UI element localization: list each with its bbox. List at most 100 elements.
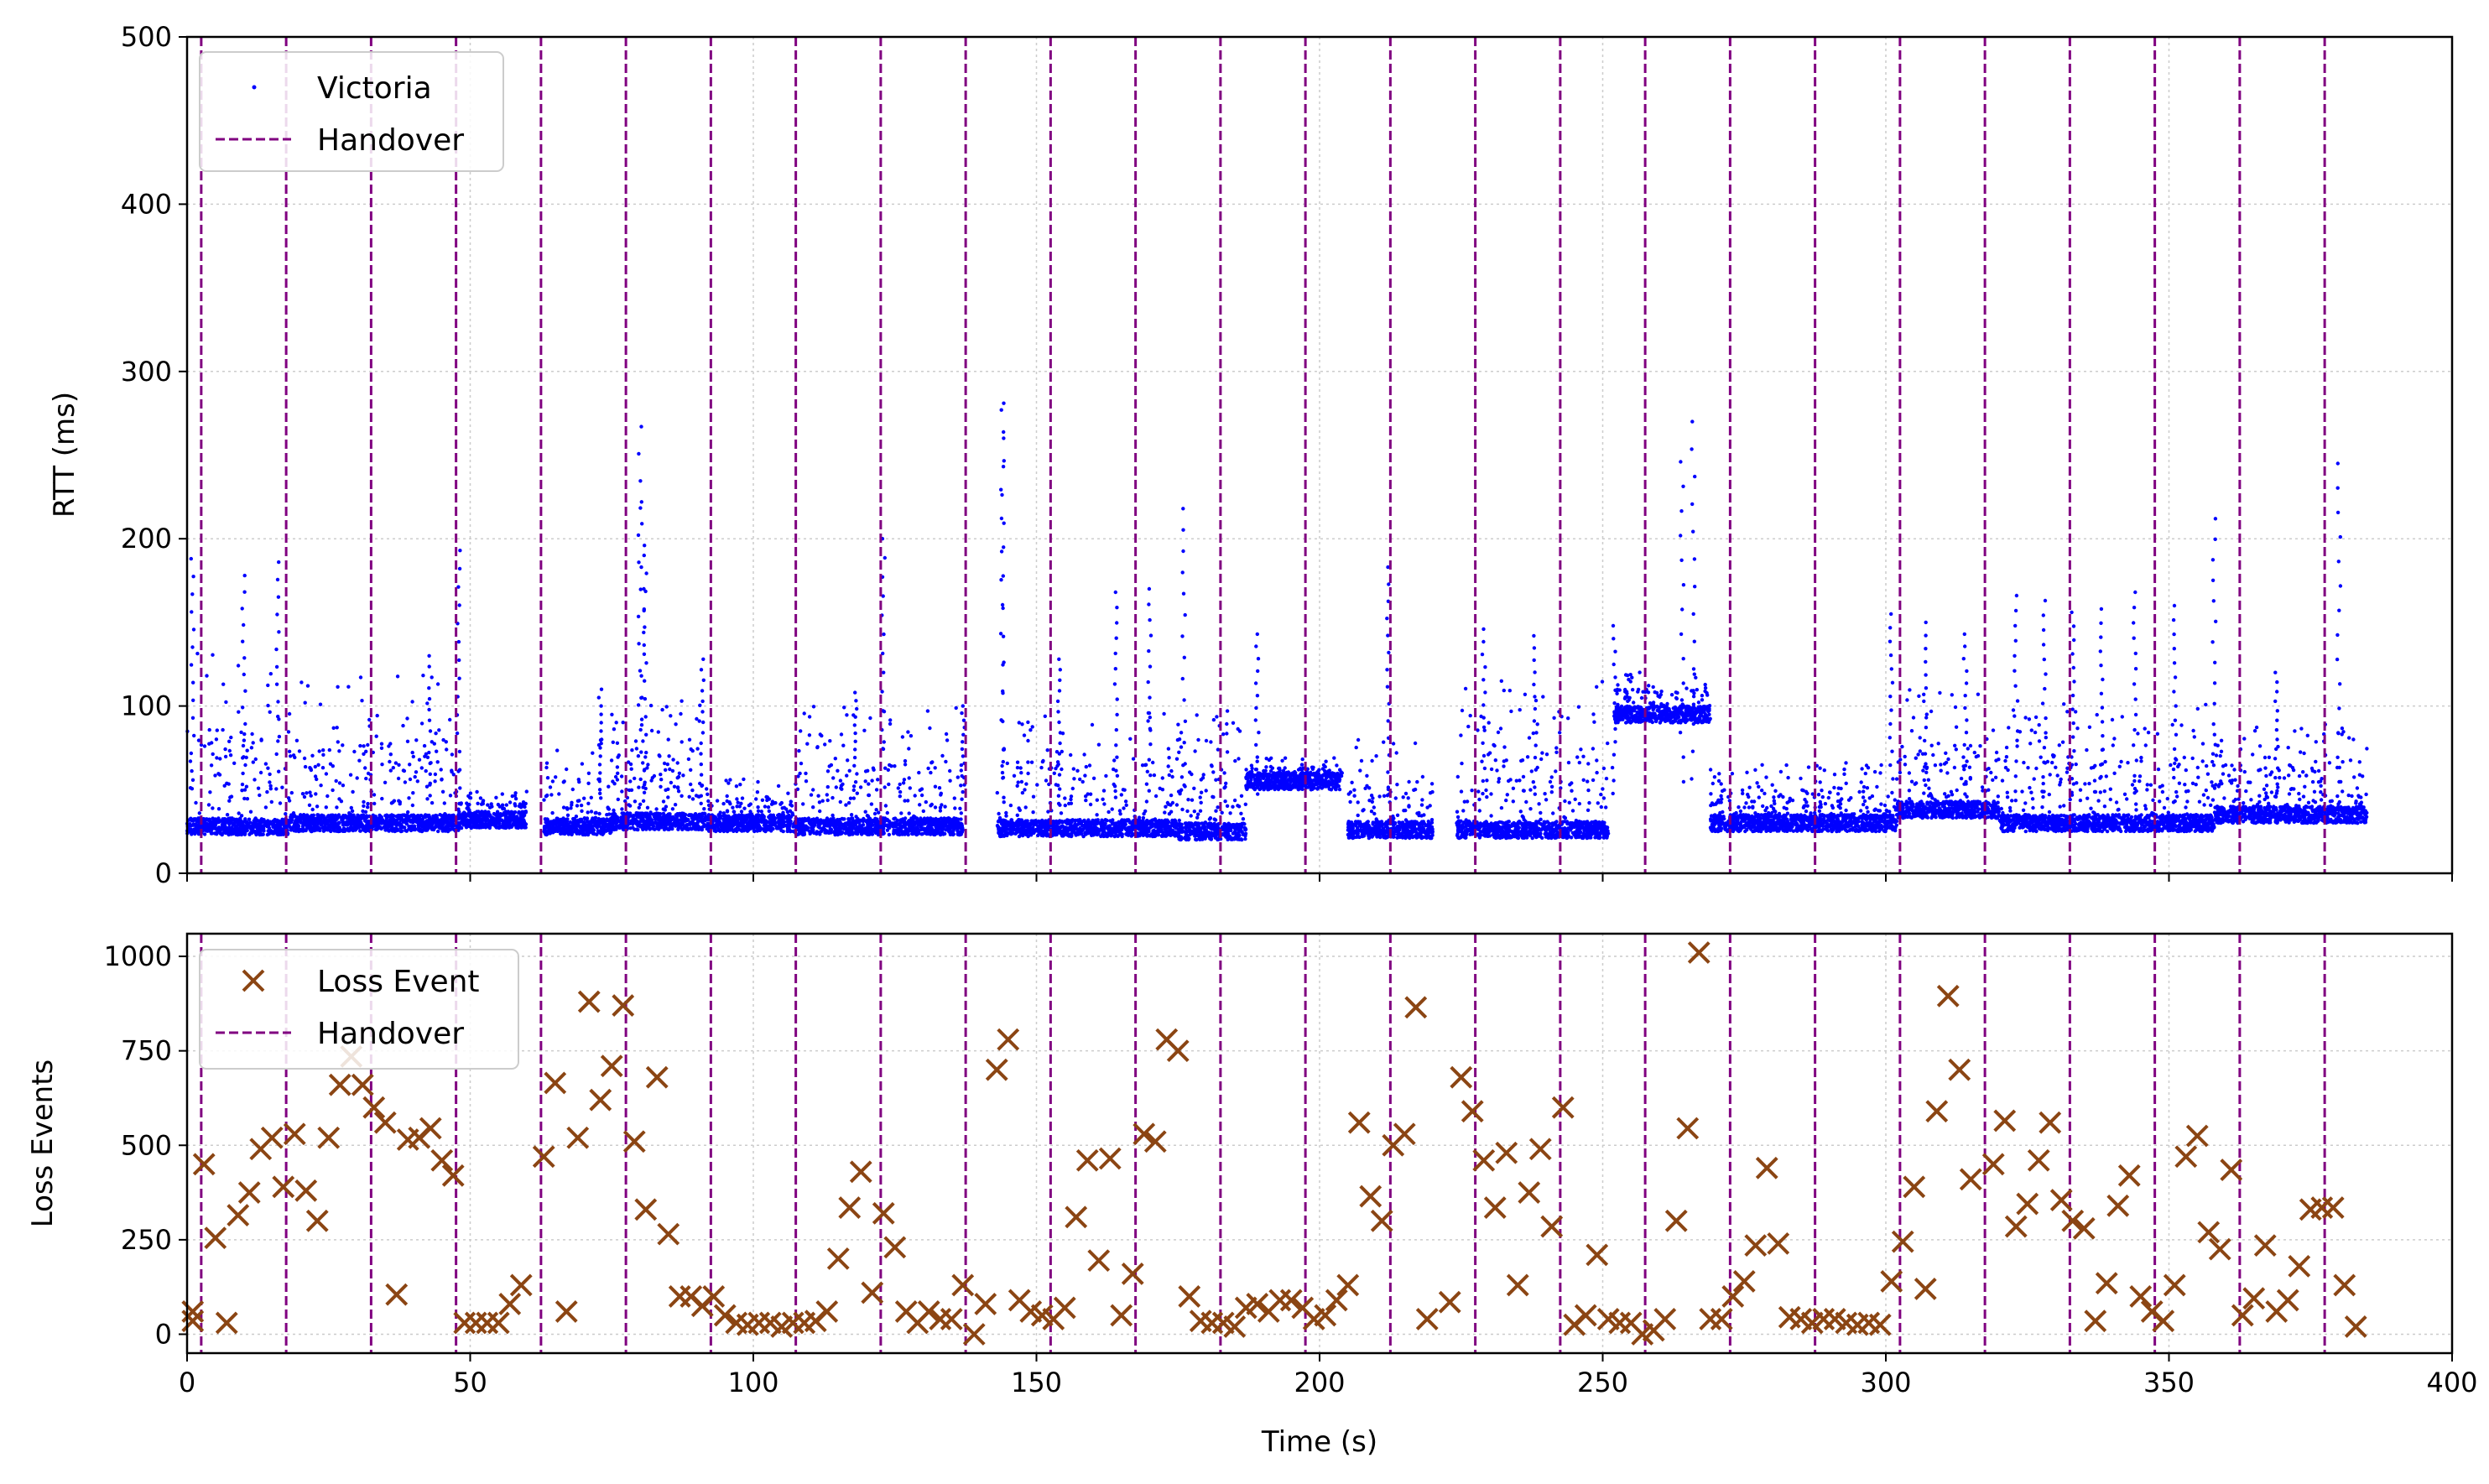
rtt-point [405, 739, 410, 743]
rtt-point [669, 825, 674, 830]
rtt-point [801, 825, 806, 830]
rtt-point [317, 749, 321, 753]
rtt-point [934, 824, 939, 828]
rtt-point [642, 820, 646, 825]
rtt-point [735, 829, 739, 834]
rtt-point [225, 781, 229, 785]
rtt-point [813, 823, 817, 827]
rtt-point [424, 768, 428, 773]
rtt-point [369, 825, 374, 830]
rtt-point [441, 737, 445, 742]
rtt-point [896, 832, 900, 836]
rtt-point [658, 820, 662, 824]
rtt-point [561, 780, 565, 784]
rtt-point [347, 827, 351, 832]
rtt-point [249, 746, 254, 750]
rtt-point [841, 743, 846, 747]
rtt-point [192, 822, 196, 827]
rtt-point [251, 741, 255, 745]
rtt-point [216, 829, 220, 834]
rtt-point [816, 794, 820, 798]
rtt-point [404, 814, 409, 818]
rtt-point [236, 821, 240, 825]
rtt-point [341, 784, 346, 788]
rtt-point [411, 813, 415, 817]
rtt-point [659, 778, 664, 782]
rtt-point [244, 755, 248, 760]
rtt-point [268, 672, 273, 676]
rtt-point [790, 813, 795, 817]
rtt-point [204, 825, 208, 830]
rtt-point [687, 737, 692, 742]
rtt-point [756, 809, 761, 813]
rtt-point [893, 816, 898, 820]
rtt-point [320, 825, 325, 831]
rtt-point [565, 821, 569, 826]
rtt-point [364, 776, 368, 781]
rtt-point [825, 817, 830, 821]
rtt-point [751, 815, 755, 819]
rtt-point [648, 812, 653, 816]
rtt-point [404, 828, 408, 833]
rtt-point [318, 702, 323, 706]
rtt-point [237, 710, 241, 714]
rtt-point [645, 805, 650, 810]
rtt-point [1044, 778, 1049, 783]
rtt-point [277, 825, 281, 830]
rtt-point [561, 805, 566, 810]
rtt-point [648, 827, 652, 831]
rtt-point [337, 749, 341, 753]
rtt-point [258, 832, 262, 837]
rtt-point [501, 806, 505, 811]
rtt-point [1075, 768, 1080, 773]
rtt-point [690, 814, 695, 819]
rtt-point [742, 777, 746, 782]
rtt-point [325, 794, 330, 799]
rtt-point [545, 817, 549, 821]
rtt-point [637, 820, 641, 825]
rtt-point [607, 807, 612, 811]
rtt-point [218, 757, 222, 761]
rtt-point [502, 824, 507, 829]
rtt-point [901, 781, 906, 785]
rtt-point [223, 747, 227, 752]
rtt-point [224, 700, 228, 705]
rtt-point [633, 776, 637, 781]
rtt-point [682, 819, 687, 823]
rtt-point [440, 815, 445, 819]
rtt-point [269, 799, 273, 804]
rtt-point [1090, 722, 1095, 727]
rtt-point [227, 799, 232, 803]
rtt-point [362, 752, 366, 756]
rtt-point [362, 804, 366, 808]
rtt-point [1020, 722, 1024, 726]
rtt-point [620, 789, 624, 794]
rtt-point [1173, 818, 1177, 822]
rtt-point [765, 820, 769, 825]
rtt-point [959, 784, 963, 788]
rtt-point [925, 709, 930, 713]
rtt-point [1009, 818, 1013, 822]
rtt-point [681, 773, 685, 778]
rtt-point [680, 811, 685, 815]
rtt-point [868, 716, 872, 721]
rtt-point [215, 728, 219, 732]
rtt-point [1124, 803, 1128, 807]
rtt-point [621, 721, 625, 725]
rtt-point [836, 829, 840, 833]
rtt-point [406, 810, 410, 815]
rtt-point [190, 819, 195, 823]
rtt-point [362, 799, 366, 804]
rtt-point [716, 824, 720, 828]
rtt-point [310, 829, 314, 834]
rtt-point [937, 820, 942, 825]
rtt-point [1028, 728, 1033, 732]
rtt-point [686, 813, 691, 818]
rtt-point [670, 807, 675, 811]
rtt-point [215, 756, 219, 760]
rtt-point [389, 823, 394, 828]
rtt-point [907, 776, 911, 780]
rtt-point [245, 825, 249, 830]
rtt-point [194, 818, 198, 823]
